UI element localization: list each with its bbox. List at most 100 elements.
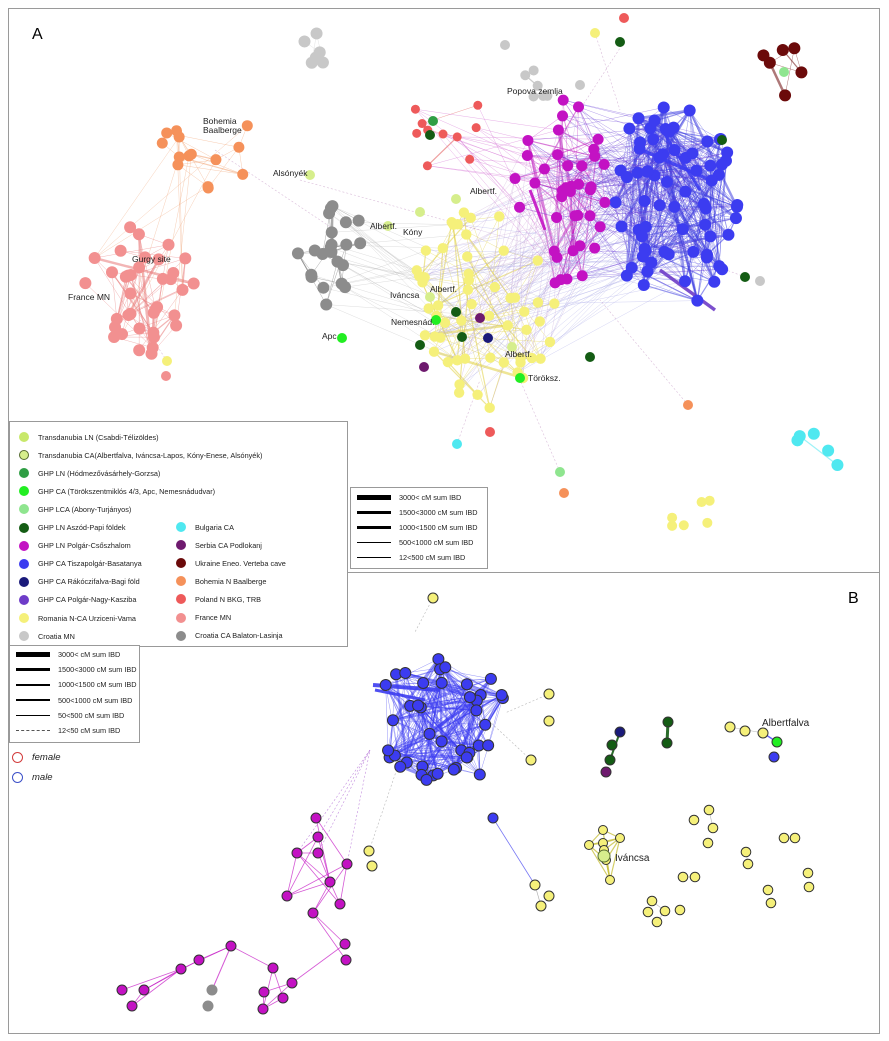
individual-node <box>525 754 537 766</box>
individual-node <box>605 875 615 885</box>
ibd-edge <box>688 109 739 208</box>
ibd-edge <box>315 817 331 883</box>
site-label: Albertf. <box>370 221 397 231</box>
legend-color-dot-icon <box>19 540 29 551</box>
ibd-edge <box>594 32 621 111</box>
individual-node <box>495 688 508 701</box>
individual-node <box>483 310 495 322</box>
ibd-edge <box>593 138 721 150</box>
ibd-edge <box>286 836 319 897</box>
legend-item: GHP LN Polgár-Csőszhalom <box>19 540 131 551</box>
individual-node <box>690 164 703 177</box>
individual-node <box>686 147 699 160</box>
ibd-edge <box>507 254 708 326</box>
individual-node <box>641 265 654 278</box>
individual-node <box>317 281 330 294</box>
ibd-label: 1500<3000 cM sum IBD <box>399 508 478 517</box>
individual-node <box>161 127 173 139</box>
ibd-edge <box>426 136 458 167</box>
ibd-legend-row: 500<1000 cM sum IBD <box>16 696 132 705</box>
individual-node <box>659 905 671 917</box>
ibd-edge <box>591 138 721 188</box>
site-label: Kóny <box>403 227 423 237</box>
individual-node <box>459 353 471 364</box>
individual-node <box>386 714 399 727</box>
individual-node <box>133 344 146 357</box>
individual-node <box>515 373 525 383</box>
individual-node <box>740 846 752 858</box>
ibd-edge <box>385 684 434 776</box>
legend-label: Ukraine Eneo. Verteba cave <box>195 558 286 568</box>
individual-node <box>286 977 298 989</box>
ibd-legend-row: 3000< cM sum IBD <box>357 493 461 502</box>
individual-node <box>237 168 249 180</box>
ibd-edge <box>129 156 180 315</box>
ibd-edge <box>440 337 491 358</box>
individual-node <box>152 253 165 266</box>
individual-node <box>382 744 395 757</box>
panel-divider <box>8 572 880 573</box>
individual-node <box>179 252 192 265</box>
ibd-edge <box>489 196 563 408</box>
ibd-label: 1000<1500 cM sum IBD <box>399 523 478 532</box>
individual-node <box>176 283 189 296</box>
individual-node <box>589 150 601 162</box>
ibd-edge <box>570 191 595 249</box>
ibd-edge <box>560 139 654 280</box>
individual-node <box>599 196 611 208</box>
ibd-edge <box>330 247 423 283</box>
individual-node <box>704 159 717 172</box>
individual-node <box>473 100 483 110</box>
ibd-edge <box>594 170 697 249</box>
ibd-edge <box>444 257 558 324</box>
ibd-edge <box>594 156 622 227</box>
individual-node <box>419 272 430 283</box>
ibd-edge <box>286 852 298 897</box>
ibd-edge <box>440 254 708 338</box>
individual-node <box>471 123 481 133</box>
ibd-edge <box>582 139 721 276</box>
ibd-edge <box>689 110 693 154</box>
individual-node <box>615 833 625 843</box>
individual-node <box>543 890 555 902</box>
ibd-label: 500<1000 cM sum IBD <box>58 695 133 705</box>
ibd-edge <box>459 178 516 385</box>
individual-node <box>133 261 146 274</box>
ibd-edge <box>400 682 442 767</box>
legend-color-dot-icon <box>19 450 29 461</box>
individual-node <box>210 154 222 166</box>
individual-node <box>645 256 658 269</box>
ibd-edge <box>127 258 160 316</box>
ibd-edge <box>389 682 424 758</box>
ibd-edge <box>477 105 562 280</box>
ibd-edge <box>208 147 240 189</box>
individual-node <box>465 154 475 164</box>
individual-node <box>241 120 253 132</box>
ibd-edge <box>346 749 371 865</box>
individual-node <box>313 46 326 59</box>
ibd-edge <box>528 189 547 231</box>
individual-node <box>307 907 319 919</box>
individual-node <box>448 219 459 230</box>
individual-node <box>305 170 315 180</box>
ibd-edge <box>558 107 664 131</box>
ibd-edge <box>488 216 500 316</box>
individual-node <box>543 688 555 700</box>
individual-node <box>334 898 346 910</box>
ibd-edge <box>358 220 525 312</box>
individual-node <box>668 200 681 213</box>
individual-node <box>688 814 700 826</box>
individual-node <box>162 238 175 251</box>
legend-item: Serbia CA Podlokanj <box>176 540 262 551</box>
ibd-edge <box>427 165 579 185</box>
individual-node <box>161 371 171 381</box>
individual-node <box>193 954 205 966</box>
individual-node <box>420 245 432 256</box>
individual-node <box>552 124 564 136</box>
individual-node <box>779 67 789 77</box>
individual-node <box>633 142 646 155</box>
ibd-edge <box>440 157 660 338</box>
individual-node <box>538 163 550 175</box>
individual-node <box>439 317 451 329</box>
individual-node <box>422 161 432 171</box>
